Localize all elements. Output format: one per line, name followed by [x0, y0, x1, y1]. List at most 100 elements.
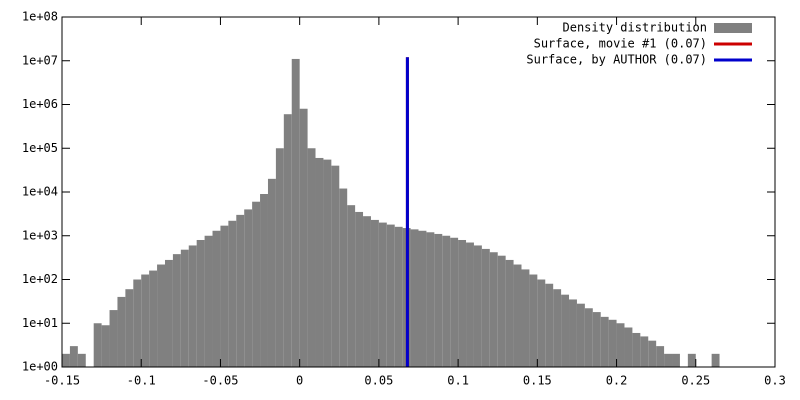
- bar: [236, 214, 245, 367]
- bar: [212, 230, 221, 367]
- bar: [323, 159, 332, 367]
- bar: [592, 312, 601, 367]
- legend-label: Density distribution: [563, 21, 708, 35]
- x-tick-label: -0.15: [44, 374, 80, 388]
- bar: [291, 58, 300, 367]
- y-tick-label: 1e+07: [22, 53, 58, 67]
- bar: [608, 319, 617, 367]
- bar: [196, 239, 205, 367]
- bar: [648, 340, 657, 367]
- bar: [283, 114, 292, 368]
- bar: [164, 259, 173, 367]
- bar: [315, 157, 324, 367]
- bar: [624, 327, 633, 367]
- bar: [434, 233, 443, 367]
- bar: [386, 224, 395, 367]
- bar: [664, 353, 673, 367]
- x-tick-label: 0.25: [681, 374, 710, 388]
- bar: [133, 279, 142, 367]
- bar: [426, 232, 435, 367]
- bar: [299, 108, 308, 368]
- bar: [473, 245, 482, 367]
- bar: [204, 235, 213, 367]
- x-tick-label: 0.2: [606, 374, 628, 388]
- bar: [561, 294, 570, 367]
- y-tick-label: 1e+05: [22, 141, 58, 155]
- legend-label: Surface, movie #1 (0.07): [534, 37, 707, 51]
- x-tick-label: 0.1: [447, 374, 469, 388]
- bar: [466, 242, 474, 367]
- bar: [62, 353, 70, 367]
- bar: [711, 353, 720, 367]
- bar: [69, 346, 78, 367]
- bar: [149, 270, 158, 367]
- bar: [267, 178, 276, 367]
- bar: [418, 230, 427, 367]
- bar: [378, 222, 387, 367]
- y-tick-label: 1e+04: [22, 185, 58, 199]
- bar: [513, 264, 522, 367]
- bar: [339, 188, 348, 367]
- legend-label: Surface, by AUTHOR (0.07): [526, 53, 707, 67]
- bar: [141, 274, 150, 367]
- bar: [363, 216, 371, 367]
- bar: [521, 269, 530, 367]
- bar: [180, 249, 189, 367]
- y-tick-label: 1e+06: [22, 97, 58, 111]
- bar: [117, 296, 126, 367]
- x-tick-label: 0: [296, 374, 303, 388]
- bar: [220, 225, 229, 367]
- y-tick-label: 1e+00: [22, 360, 58, 374]
- bar: [616, 323, 625, 367]
- bar: [442, 235, 451, 367]
- bar: [458, 239, 467, 367]
- x-tick-label: 0.3: [764, 374, 786, 388]
- bar: [347, 205, 356, 367]
- bar: [370, 219, 379, 367]
- bar: [260, 194, 268, 367]
- bar: [687, 353, 696, 367]
- bar: [77, 353, 86, 367]
- bar: [275, 148, 284, 367]
- bar: [172, 254, 181, 367]
- bar: [576, 303, 585, 367]
- bar: [497, 255, 506, 367]
- bar: [481, 248, 490, 367]
- bar: [632, 332, 641, 367]
- bar: [640, 336, 649, 367]
- bar: [505, 259, 514, 367]
- y-tick-label: 1e+01: [22, 316, 58, 330]
- bar: [355, 211, 364, 367]
- bar: [252, 201, 261, 367]
- bar: [584, 308, 593, 367]
- bar: [569, 299, 577, 367]
- bar: [489, 252, 498, 367]
- bar: [450, 237, 459, 367]
- bar: [600, 316, 609, 367]
- bar: [244, 209, 253, 367]
- bar: [93, 323, 102, 367]
- legend-swatch: [714, 23, 752, 33]
- bar: [109, 310, 118, 367]
- bar: [672, 353, 680, 367]
- bar: [394, 226, 403, 367]
- bar: [545, 283, 554, 367]
- x-tick-label: 0.15: [523, 374, 552, 388]
- x-tick-label: 0.05: [364, 374, 393, 388]
- bar: [307, 148, 316, 367]
- x-tick-label: -0.05: [202, 374, 238, 388]
- y-tick-label: 1e+03: [22, 228, 58, 242]
- bar: [537, 279, 546, 367]
- bar: [553, 289, 562, 367]
- bar: [410, 229, 419, 367]
- bar: [331, 165, 340, 367]
- bar: [188, 245, 197, 367]
- bar: [228, 220, 237, 367]
- y-tick-label: 1e+08: [22, 10, 58, 24]
- bar: [157, 264, 165, 367]
- bar: [656, 346, 665, 367]
- y-tick-label: 1e+02: [22, 272, 58, 286]
- bar: [529, 274, 538, 367]
- bar: [125, 289, 134, 367]
